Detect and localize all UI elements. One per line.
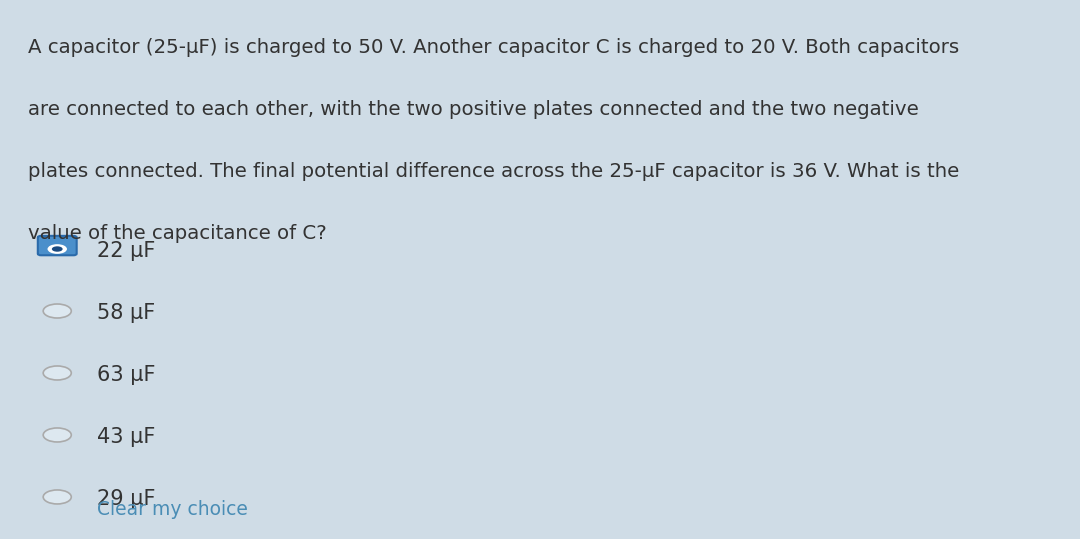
- Text: 43 μF: 43 μF: [97, 426, 156, 447]
- Text: are connected to each other, with the two positive plates connected and the two : are connected to each other, with the tw…: [28, 100, 919, 119]
- Text: 63 μF: 63 μF: [97, 364, 156, 385]
- Text: A capacitor (25-μF) is charged to 50 V. Another capacitor C is charged to 20 V. : A capacitor (25-μF) is charged to 50 V. …: [28, 38, 959, 57]
- Text: plates connected. The final potential difference across the 25-μF capacitor is 3: plates connected. The final potential di…: [28, 162, 959, 181]
- Text: 29 μF: 29 μF: [97, 488, 156, 509]
- Text: Clear my choice: Clear my choice: [97, 500, 248, 519]
- Text: 22 μF: 22 μF: [97, 240, 156, 261]
- Text: 58 μF: 58 μF: [97, 302, 156, 323]
- Text: value of the capacitance of C?: value of the capacitance of C?: [28, 224, 327, 243]
